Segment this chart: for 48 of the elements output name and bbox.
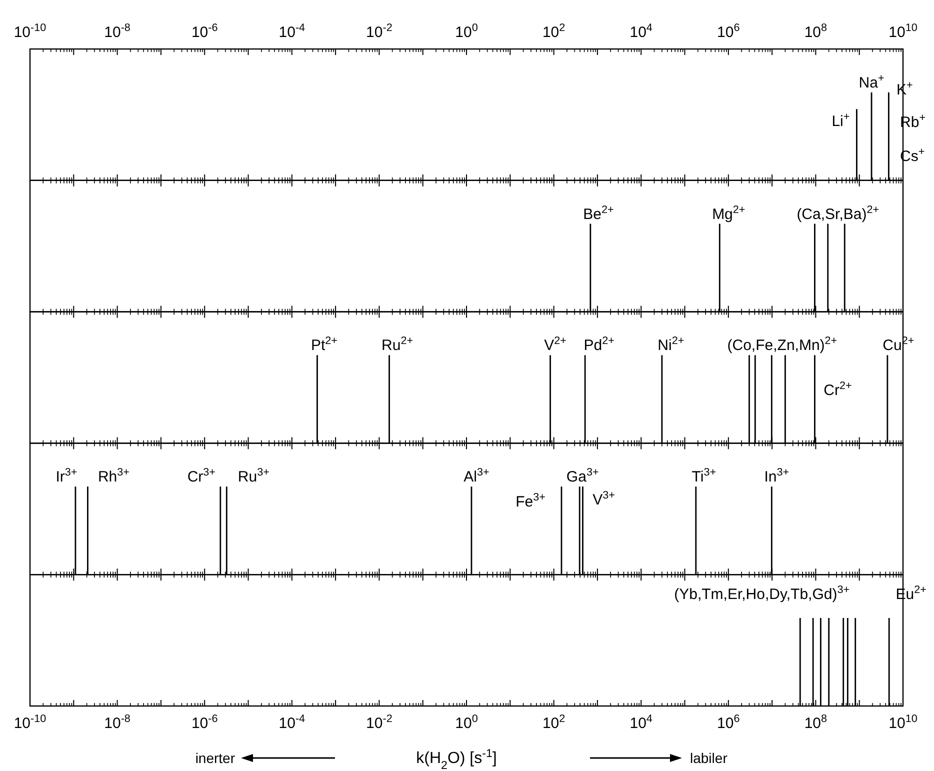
annotation: V$^{2+}$: [544, 335, 566, 354]
annotation: (Co,Fe,Zn,Mn)$^{2+}$: [727, 335, 838, 354]
x-tick-label: 10$^{0}$: [455, 22, 478, 41]
annotation: Ni$^{2+}$: [658, 335, 684, 354]
x-tick-label: 10$^{-8}$: [104, 22, 130, 41]
annotation: (Yb,Tm,Er,Ho,Dy,Tb,Gd)$^{3+}$: [674, 584, 850, 603]
annotation: Ti$^{3+}$: [692, 466, 716, 486]
x-tick-label: 10$^{-6}$: [191, 713, 218, 732]
annotation: Fe$^{3+}$: [516, 492, 546, 511]
x-tick-label: 10$^{0}$: [455, 713, 478, 732]
annotation: In$^{3+}$: [764, 466, 790, 486]
annotation: Cr$^{2+}$: [824, 380, 852, 400]
annotation: Na$^{+}$: [858, 72, 884, 92]
x-tick-label: 10$^{-2}$: [366, 713, 392, 732]
annotation: Al$^{3+}$: [464, 466, 490, 486]
x-tick-label: 10$^{8}$: [804, 713, 828, 732]
x-tick-label: 10$^{-6}$: [191, 22, 218, 41]
x-tick-label: 10$^{4}$: [630, 22, 652, 41]
x-tick-label: 10$^{-4}$: [278, 22, 306, 41]
annotation: Pt$^{2+}$: [310, 335, 338, 354]
x-tick-label: 10$^{8}$: [804, 22, 828, 41]
annotation: V$^{3+}$: [592, 490, 615, 509]
x-tick-label: 10$^{10}$: [888, 713, 918, 732]
x-axis-title: k(H$_{2}$O) [s$^{-1}$]: [416, 748, 497, 771]
annotation: Mg$^{2+}$: [712, 204, 746, 223]
annotation: Pd$^{2+}$: [584, 335, 614, 354]
annotation: (Ca,Sr,Ba)$^{2+}$: [796, 204, 880, 223]
annotation: Ru$^{3+}$: [238, 466, 270, 486]
x-tick-label: 10$^{-8}$: [104, 713, 130, 732]
x-tick-label: 10$^{-10}$: [14, 22, 46, 41]
annotation: Ir$^{3+}$: [56, 466, 78, 486]
annotation: Cr$^{3+}$: [187, 466, 216, 486]
text: inerter: [195, 750, 236, 766]
x-tick-label: 10$^{10}$: [888, 22, 918, 41]
annotation: Ru$^{2+}$: [382, 335, 414, 354]
x-tick-label: 10$^{2}$: [542, 22, 566, 41]
x-tick-label: 10$^{2}$: [542, 713, 566, 732]
x-tick-label: 10$^{-4}$: [278, 713, 306, 732]
x-tick-label: 10$^{-2}$: [366, 22, 392, 41]
x-tick-label: 10$^{6}$: [717, 713, 740, 732]
x-tick-label: 10$^{-10}$: [14, 713, 46, 732]
text: labiler: [690, 750, 728, 766]
annotation: Ga$^{3+}$: [566, 466, 599, 486]
x-tick-label: 10$^{4}$: [630, 713, 652, 732]
x-tick-label: 10$^{6}$: [717, 22, 740, 41]
annotation: Li$^{+}$: [832, 111, 850, 130]
annotation: Rh$^{3+}$: [98, 466, 130, 486]
annotation: Be$^{2+}$: [583, 204, 614, 223]
